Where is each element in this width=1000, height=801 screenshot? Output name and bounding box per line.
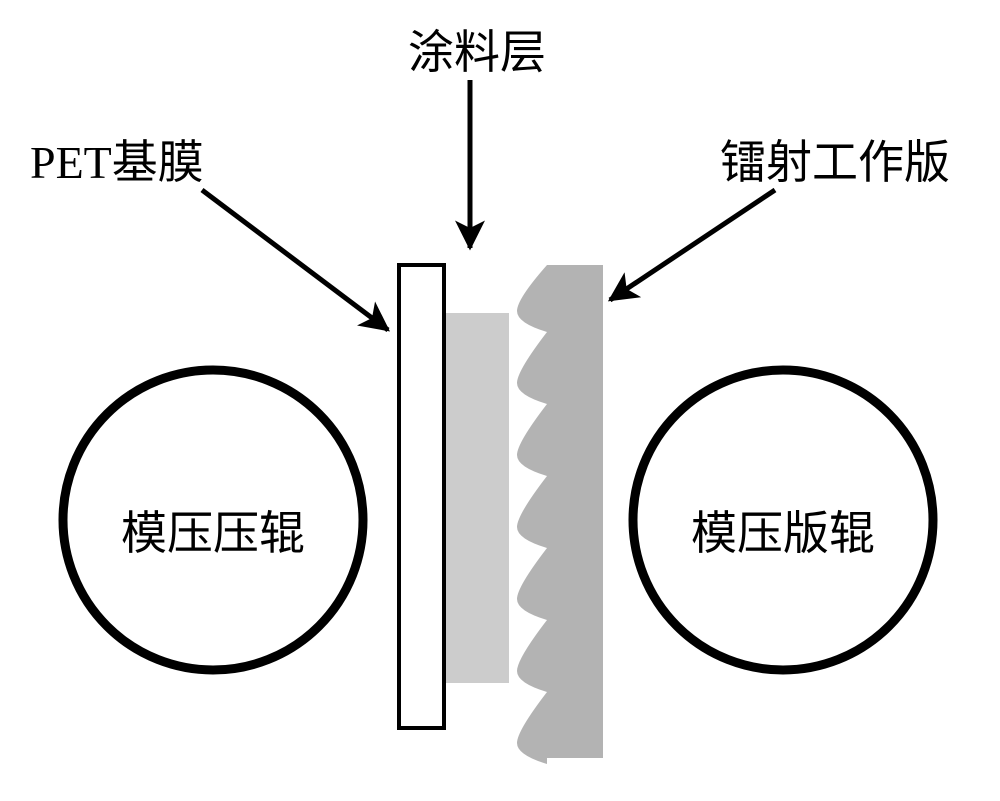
pet-base-film [399, 265, 444, 728]
laser-working-plate [517, 265, 603, 764]
diagram-svg [0, 0, 1000, 801]
coating-layer [444, 313, 509, 683]
label-plate-roll: 模压版辊 [691, 497, 875, 563]
label-coating-layer: 涂料层 [408, 16, 546, 82]
label-press-roll: 模压压辊 [121, 497, 305, 563]
label-laser-plate: 镭射工作版 [720, 126, 950, 192]
label-pet-film: PET基膜 [30, 126, 204, 192]
arrow-laser-plate [610, 190, 775, 300]
arrow-pet [202, 190, 388, 330]
